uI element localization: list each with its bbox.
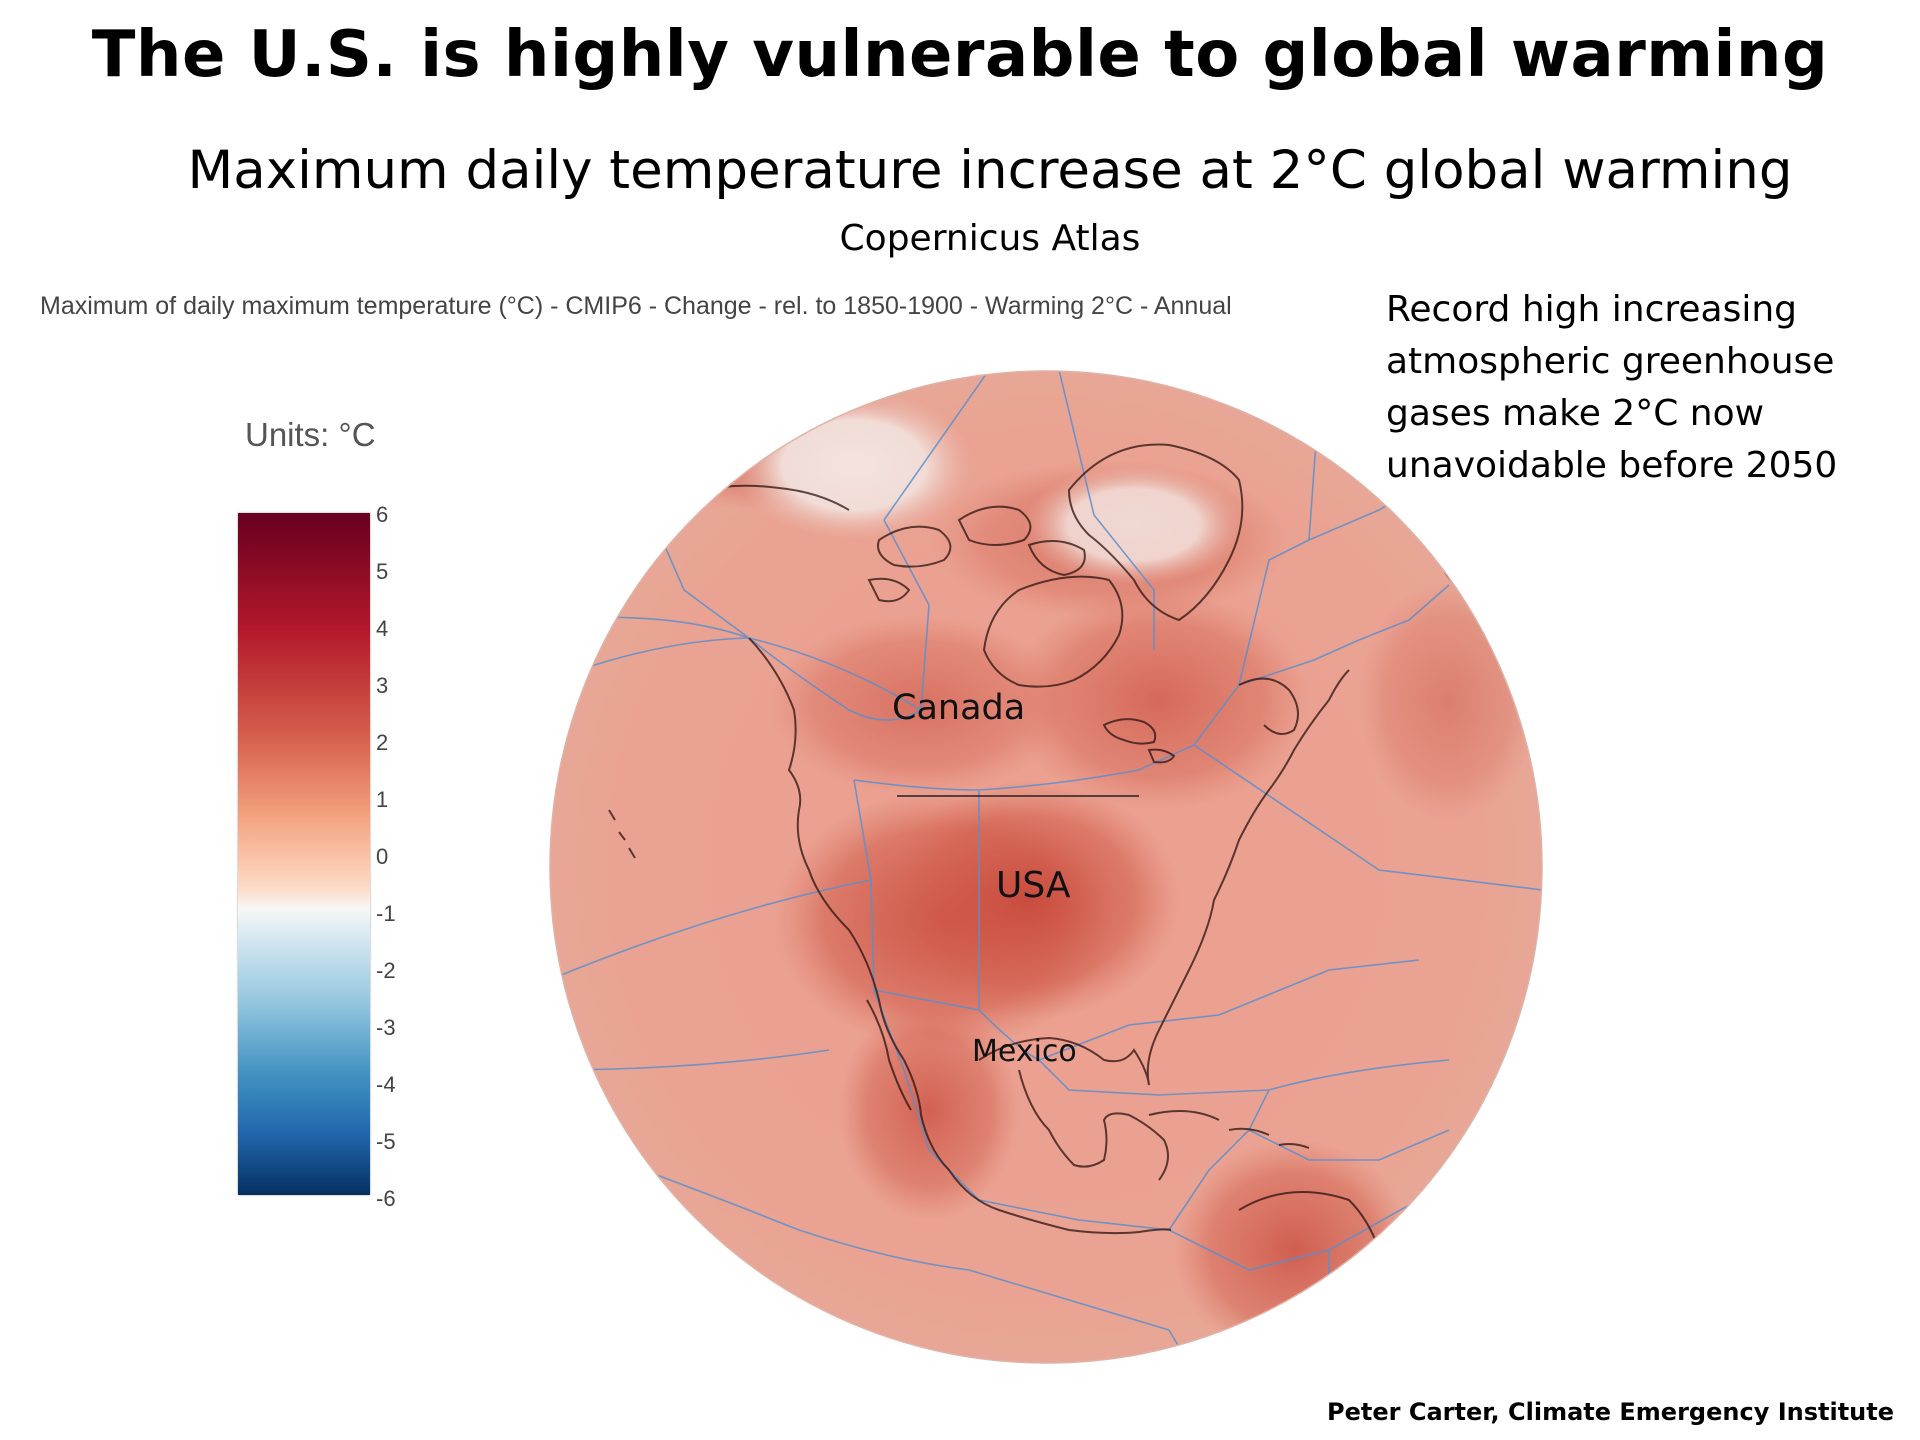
label-mexico: Mexico (972, 1034, 1077, 1069)
credit-text: Peter Carter, Climate Emergency Institut… (1327, 1398, 1894, 1426)
note-line: atmospheric greenhouse (1386, 341, 1835, 382)
legend-tick: -4 (376, 1072, 396, 1097)
note-line: Record high increasing (1386, 289, 1798, 330)
legend-tick: -3 (376, 1015, 396, 1040)
legend-tick: 4 (376, 616, 389, 641)
legend-tick: -2 (376, 958, 396, 983)
legend-tick: -5 (376, 1129, 396, 1154)
legend-units: Units: °C (245, 416, 376, 453)
legend-tick: 0 (376, 844, 389, 869)
note-line: unavoidable before 2050 (1386, 445, 1838, 486)
legend-tick: -6 (376, 1186, 396, 1211)
map-subtitle: Maximum daily temperature increase at 2°… (187, 140, 1793, 201)
legend-colorbar (238, 513, 370, 1195)
note-line: gases make 2°C now (1386, 393, 1765, 434)
legend-tick: 6 (376, 502, 389, 527)
label-canada: Canada (892, 688, 1026, 728)
globe-svg (549, 370, 1543, 1364)
map-caption: Maximum of daily maximum temperature (°C… (40, 292, 1232, 320)
legend-tick: -1 (376, 901, 396, 926)
legend-tick: 2 (376, 730, 389, 755)
legend-tick: 3 (376, 673, 389, 698)
source-label: Copernicus Atlas (839, 218, 1141, 259)
globe-map (549, 370, 1543, 1364)
page-title: The U.S. is highly vulnerable to global … (91, 18, 1829, 92)
globe-outline (549, 370, 1543, 1364)
note-text: Record high increasing atmospheric green… (1386, 284, 1906, 492)
legend-tick: 1 (376, 787, 389, 812)
legend-tick: 5 (376, 559, 389, 584)
label-usa: USA (996, 865, 1071, 906)
